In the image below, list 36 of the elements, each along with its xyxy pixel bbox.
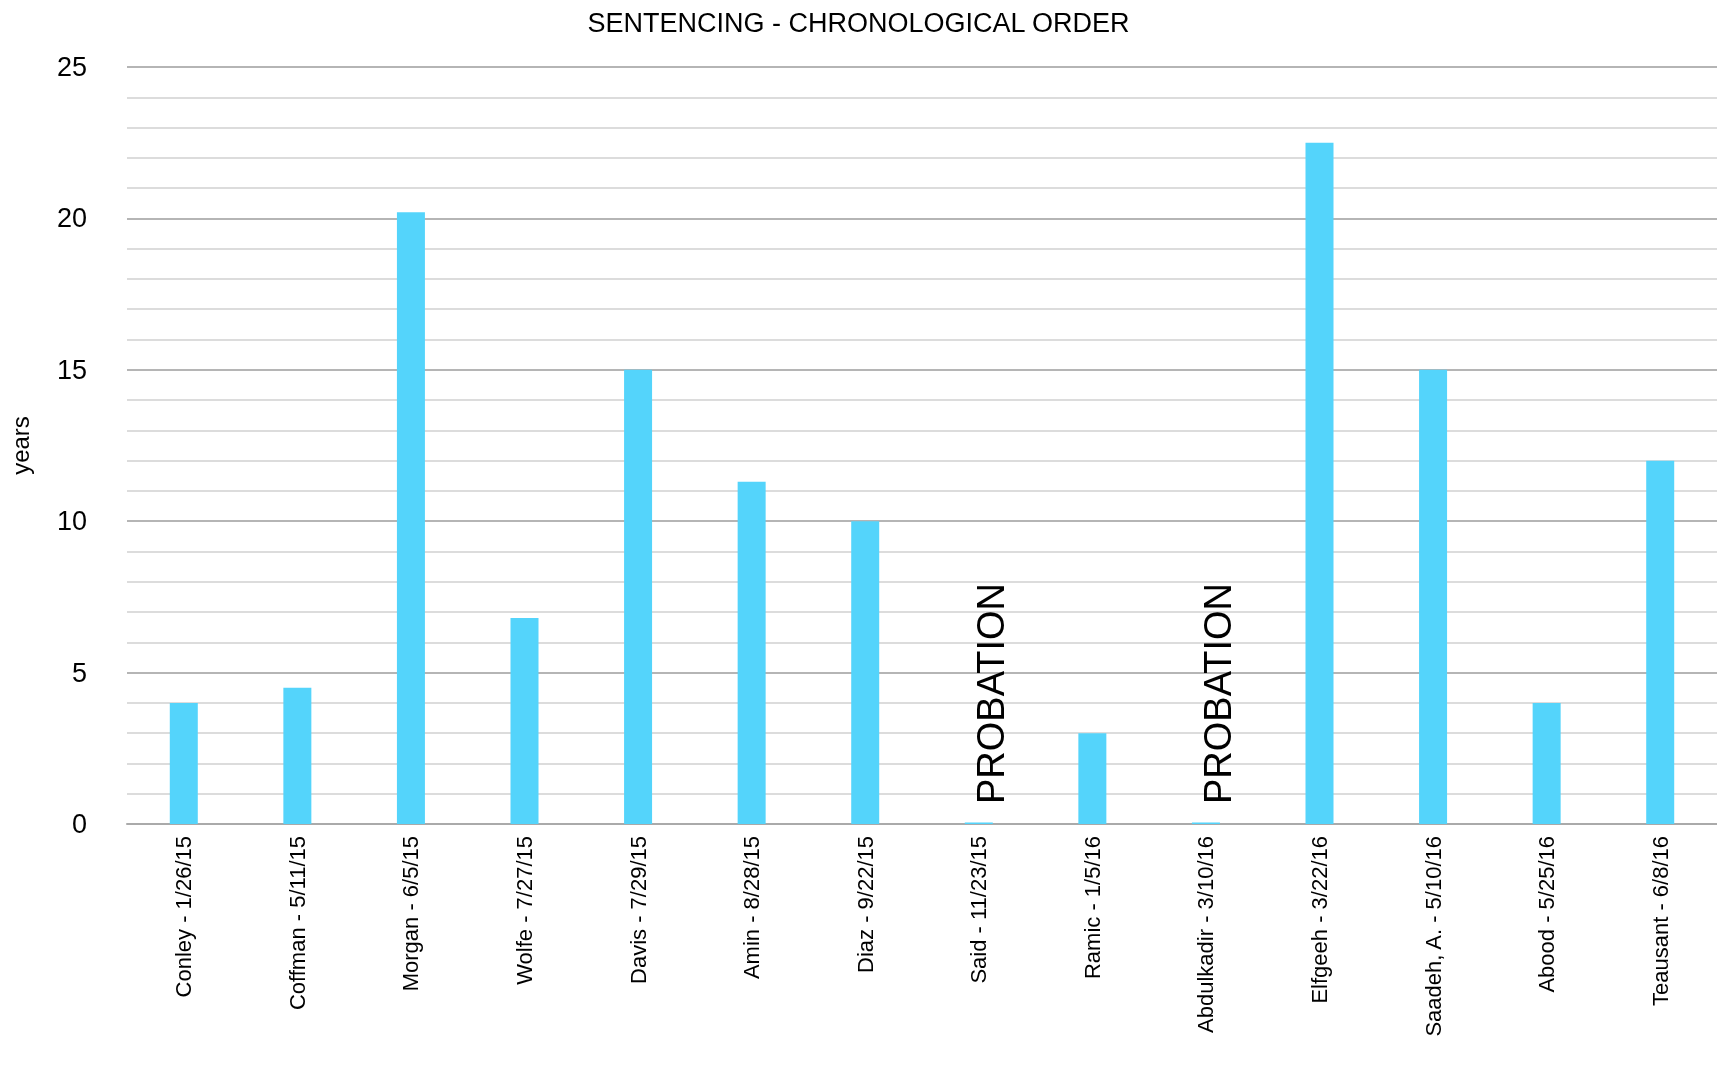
bar — [1646, 460, 1675, 824]
x-tick-label: Diaz - 9/22/15 — [852, 836, 878, 973]
x-tick-label: Davis - 7/29/15 — [625, 836, 651, 984]
annotation: PROBATION — [1196, 583, 1239, 804]
x-tick-label: Amin - 8/28/15 — [739, 836, 765, 980]
annotation: PROBATION — [969, 583, 1012, 804]
y-tick-label: 0 — [71, 809, 87, 839]
y-tick-label: 20 — [56, 203, 87, 234]
bar — [396, 212, 425, 824]
bar — [1305, 142, 1334, 824]
bar — [1078, 733, 1107, 824]
x-tick-label: Saadeh, A. - 5/10/16 — [1420, 836, 1446, 1037]
bar — [1532, 702, 1561, 824]
x-tick-label: Morgan - 6/5/15 — [398, 836, 424, 992]
x-tick-label: Wolfe - 7/27/15 — [512, 836, 537, 985]
chart-title: SENTENCING - CHRONOLOGICAL ORDER — [587, 7, 1130, 38]
bar — [1419, 369, 1448, 824]
x-tick-label: Said - 11/23/15 — [966, 836, 992, 984]
y-tick-label: 25 — [56, 52, 87, 82]
bar — [737, 481, 766, 824]
y-tick-label: 5 — [71, 657, 87, 688]
bar — [169, 702, 198, 824]
x-tick-label: Elfgeeh - 3/22/16 — [1307, 836, 1332, 1004]
bar — [851, 521, 880, 824]
y-tick-label: 10 — [56, 506, 87, 537]
bar — [510, 618, 539, 824]
x-tick-label: Ramic - 1/5/16 — [1079, 836, 1105, 980]
x-tick-label: Abdulkadir - 3/10/16 — [1193, 836, 1219, 1033]
y-tick-label: 15 — [56, 354, 87, 385]
bar — [624, 369, 653, 824]
y-axis-title: years — [6, 416, 34, 475]
x-tick-label: Coffman - 5/11/15 — [284, 836, 310, 1011]
bar — [283, 687, 312, 824]
x-tick-label: Abood - 5/25/16 — [1534, 836, 1560, 993]
x-tick-label: Conley - 1/26/15 — [171, 836, 197, 998]
x-tick-label: Teausant - 6/8/16 — [1647, 836, 1673, 1007]
